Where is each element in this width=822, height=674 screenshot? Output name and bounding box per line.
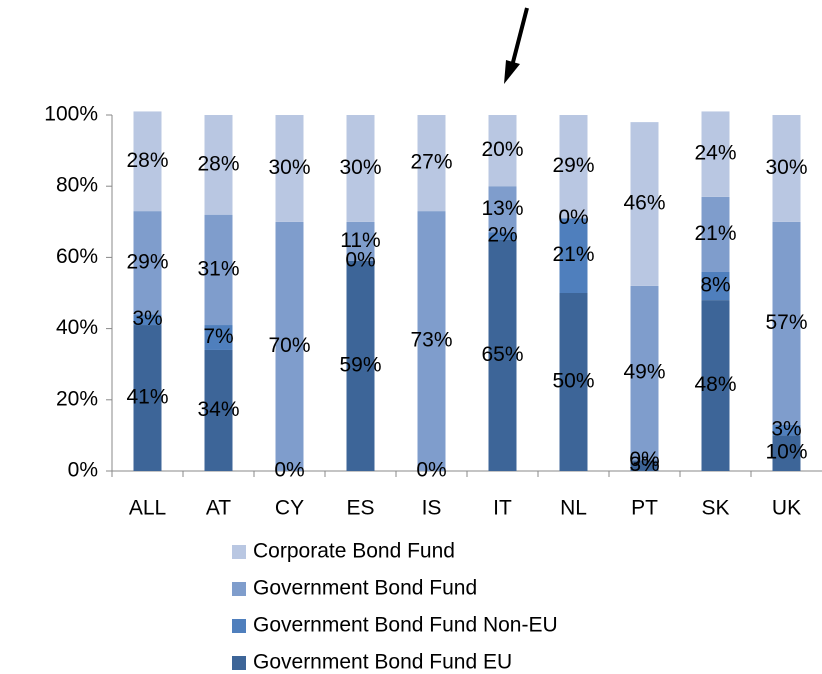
data-label: 0% [274, 459, 304, 482]
data-label: 29% [126, 250, 168, 273]
data-label: 28% [126, 149, 168, 172]
data-label: 3% [771, 418, 801, 441]
data-label: 0% [629, 448, 659, 471]
y-tick-label: 80% [56, 174, 98, 197]
bar-segment [346, 115, 375, 222]
data-label: 48% [694, 373, 736, 396]
bar-segment [701, 300, 730, 471]
data-label: 21% [694, 222, 736, 245]
data-label: 31% [197, 257, 239, 280]
x-tick-label: IT [493, 497, 512, 520]
bar-segment [275, 221, 304, 471]
bar-segment [701, 271, 730, 301]
data-label: 8% [700, 273, 730, 296]
bar-segment [204, 349, 233, 471]
x-tick-label: AT [206, 497, 231, 520]
legend-swatch [232, 619, 246, 633]
data-label: 7% [203, 325, 233, 348]
y-tick-label: 100% [44, 103, 98, 126]
x-tick-label: PT [631, 497, 658, 520]
data-label: 20% [481, 138, 523, 161]
bar-segment [133, 314, 162, 326]
data-label: 49% [623, 361, 665, 384]
x-tick-label: UK [772, 497, 801, 520]
legend-label: Corporate Bond Fund [253, 540, 455, 563]
data-label: 24% [694, 142, 736, 165]
data-label: 50% [552, 370, 594, 393]
data-label: 21% [552, 243, 594, 266]
legend-label: Government Bond Fund Non-EU [253, 614, 558, 637]
data-label: 57% [765, 311, 807, 334]
x-tick-label: CY [275, 497, 304, 520]
data-label: 30% [339, 156, 381, 179]
bar-segment [488, 115, 517, 187]
data-label: 41% [126, 386, 168, 409]
y-tick-label: 40% [56, 316, 98, 339]
data-label: 3% [629, 453, 659, 476]
bar-segment [772, 435, 801, 471]
bar-segment [559, 115, 588, 219]
arrow-head [504, 60, 520, 84]
bar-segment [346, 221, 375, 261]
legend-swatch [232, 656, 246, 670]
bar-segment [204, 325, 233, 350]
bar-segment [630, 285, 659, 461]
data-label: 29% [552, 154, 594, 177]
bar-segment [133, 211, 162, 315]
legend-swatch [232, 545, 246, 559]
bar-segment [488, 239, 517, 471]
bar-segment [488, 186, 517, 233]
bar-segment [133, 111, 162, 212]
bar-segment [417, 115, 446, 212]
data-label: 30% [765, 156, 807, 179]
bar-segment [275, 115, 304, 222]
legend-swatch [232, 582, 246, 596]
data-label: 27% [410, 151, 452, 174]
x-tick-label: SK [701, 497, 729, 520]
data-label: 70% [268, 334, 310, 357]
bar-segment [630, 122, 659, 286]
bar-segment [417, 211, 446, 471]
x-tick-label: IS [422, 497, 442, 520]
data-label: 0% [416, 459, 446, 482]
data-label: 2% [487, 224, 517, 247]
data-label: 10% [765, 441, 807, 464]
bar-segment [630, 460, 659, 471]
data-label: 73% [410, 329, 452, 352]
bar-segment [772, 424, 801, 436]
legend-label: Government Bond Fund [253, 577, 477, 600]
data-label: 30% [268, 156, 310, 179]
x-tick-label: ES [346, 497, 374, 520]
bar-segment [559, 293, 588, 471]
arrow-shaft [509, 7, 529, 71]
data-label: 28% [197, 152, 239, 175]
y-tick-label: 60% [56, 245, 98, 268]
bar-segment [559, 218, 588, 293]
data-label: 0% [558, 206, 588, 229]
x-tick-label: ALL [129, 497, 166, 520]
bar-segment [346, 260, 375, 471]
data-label: 34% [197, 398, 239, 421]
data-label: 11% [340, 229, 380, 252]
bar-segment [772, 115, 801, 222]
y-tick-label: 0% [68, 459, 98, 482]
y-tick-label: 20% [56, 387, 98, 410]
bar-segment [701, 196, 730, 272]
bar-segment [204, 214, 233, 326]
bar-segment [133, 325, 162, 471]
x-tick-label: NL [560, 497, 587, 520]
data-label: 46% [623, 192, 665, 215]
legend-label: Government Bond Fund EU [253, 651, 512, 674]
data-label: 59% [339, 354, 381, 377]
data-label: 13% [481, 197, 523, 220]
data-label: 0% [345, 249, 375, 272]
bar-segment [488, 232, 517, 240]
data-label: 3% [132, 307, 162, 330]
data-label: 65% [481, 343, 523, 366]
bar-segment [204, 115, 233, 215]
bar-segment [772, 221, 801, 425]
bar-segment [701, 111, 730, 197]
